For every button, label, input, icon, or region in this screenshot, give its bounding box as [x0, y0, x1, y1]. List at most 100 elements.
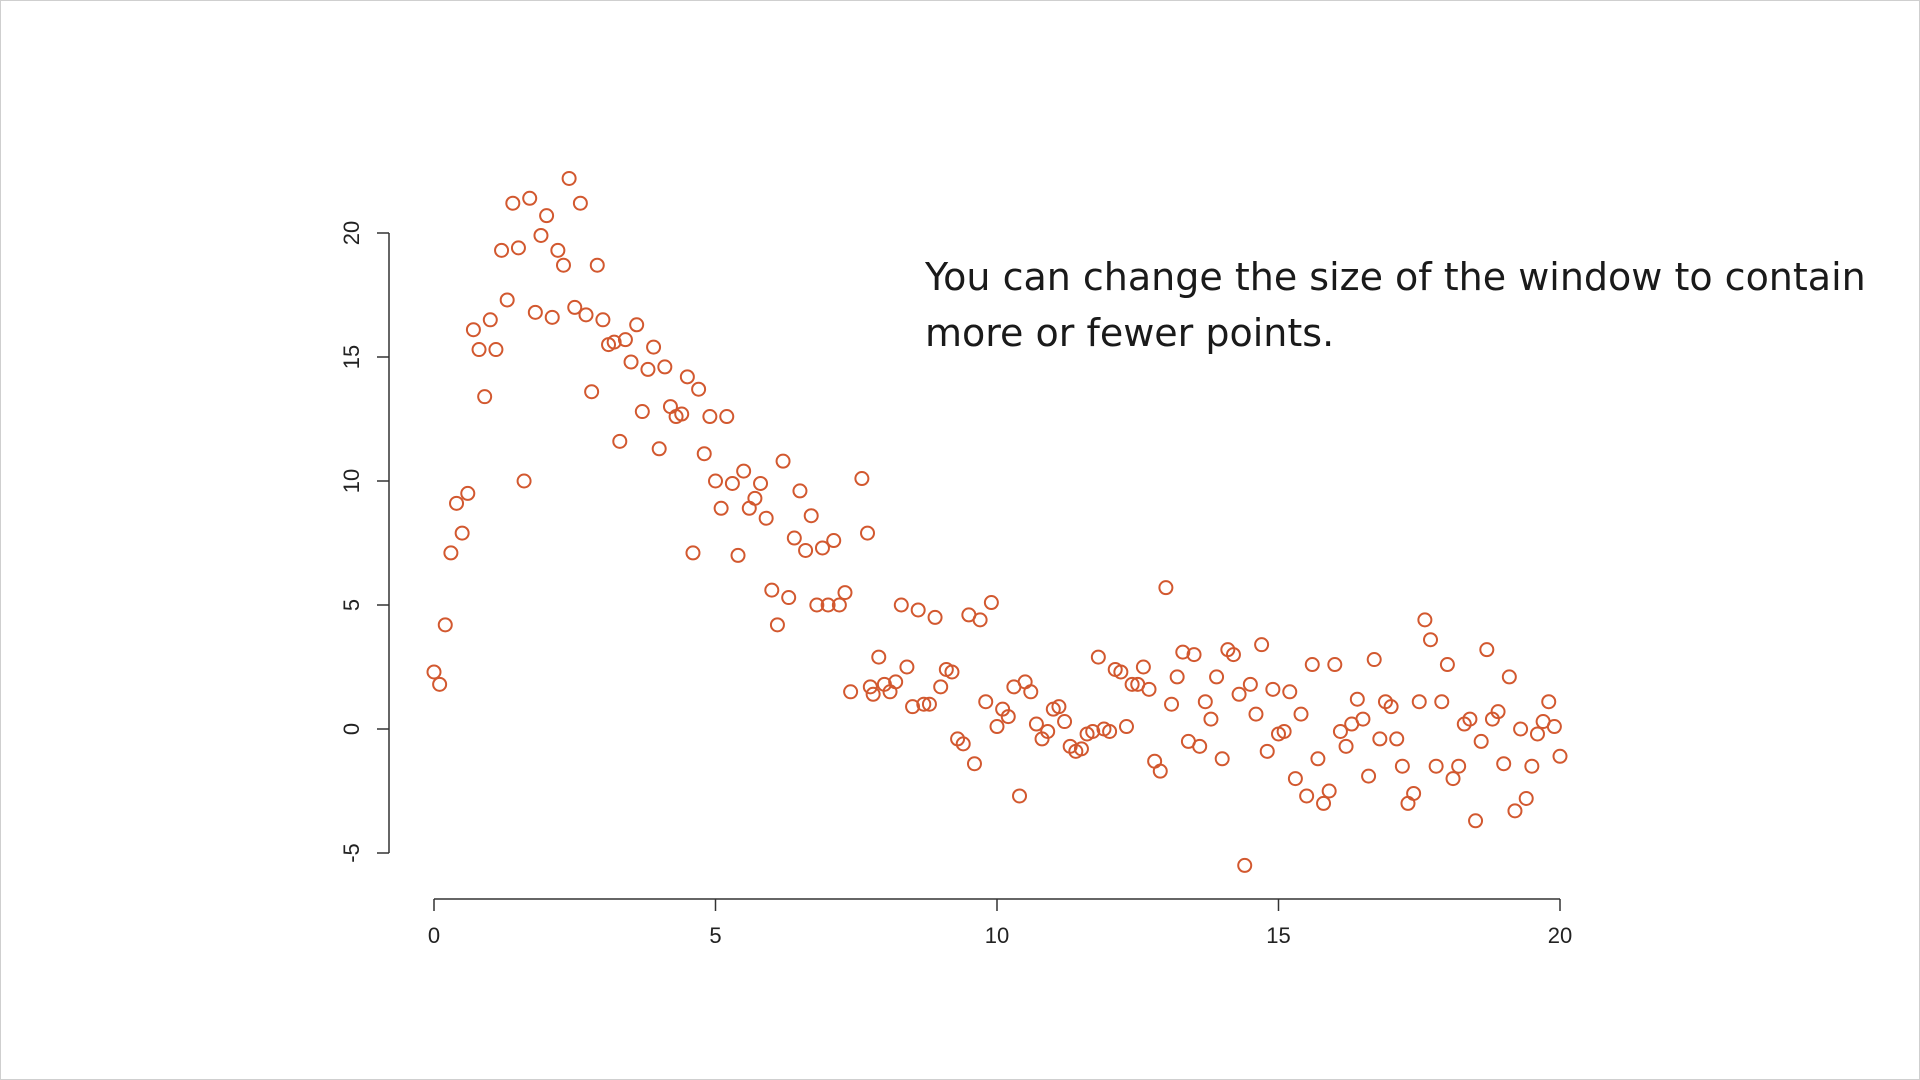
data-point: [910, 602, 926, 618]
data-point: [499, 292, 515, 308]
data-point: [1434, 694, 1450, 710]
data-point: [831, 597, 847, 613]
data-point: [905, 699, 921, 715]
data-point: [753, 475, 769, 491]
data-point: [1507, 803, 1523, 819]
data-point: [465, 322, 481, 338]
data-point: [527, 304, 543, 320]
data-point: [629, 317, 645, 333]
data-point: [1411, 694, 1427, 710]
data-point: [522, 190, 538, 206]
data-point: [1259, 743, 1275, 759]
data-point: [1451, 758, 1467, 774]
data-point: [1338, 738, 1354, 754]
data-point: [1197, 694, 1213, 710]
axes: 0 5 10 15 20 -5 0 5 10 15 20: [339, 221, 1572, 948]
y-tick-label: 15: [339, 345, 364, 369]
data-point: [567, 299, 583, 315]
data-point: [1287, 771, 1303, 787]
data-point: [860, 525, 876, 541]
data-point: [1501, 669, 1517, 685]
data-point: [1158, 580, 1174, 596]
data-point: [696, 446, 712, 462]
data-point: [544, 309, 560, 325]
data-point: [460, 485, 476, 501]
data-point: [1496, 756, 1512, 772]
data-point: [764, 582, 780, 598]
data-point: [769, 617, 785, 633]
data-point: [730, 547, 746, 563]
data-point: [539, 208, 555, 224]
data-points: [426, 170, 1568, 873]
data-point: [871, 649, 887, 665]
data-point: [944, 664, 960, 680]
data-point: [589, 257, 605, 273]
data-point: [1152, 763, 1168, 779]
data-point: [702, 409, 718, 425]
x-tick-label: 15: [1266, 923, 1290, 948]
data-point: [1141, 681, 1157, 697]
y-tick-label: 0: [339, 723, 364, 735]
data-point: [1209, 669, 1225, 685]
data-point: [1214, 751, 1230, 767]
data-point: [966, 756, 982, 772]
data-point: [786, 530, 802, 546]
data-point: [1000, 709, 1016, 725]
data-point: [640, 361, 656, 377]
data-point: [1248, 706, 1264, 722]
data-point: [1085, 723, 1101, 739]
data-point: [1057, 714, 1073, 730]
data-point: [955, 736, 971, 752]
data-point: [595, 312, 611, 328]
data-point: [1175, 644, 1191, 660]
data-point: [1090, 649, 1106, 665]
data-point: [1513, 721, 1529, 737]
data-point: [862, 679, 878, 695]
data-point: [533, 227, 549, 243]
data-point: [989, 719, 1005, 735]
data-point: [1186, 647, 1202, 663]
x-tick-label: 5: [709, 923, 721, 948]
data-point: [1316, 795, 1332, 811]
data-point: [1282, 684, 1298, 700]
data-point: [1468, 813, 1484, 829]
data-point: [606, 334, 622, 350]
data-point: [1372, 731, 1388, 747]
data-point: [1327, 657, 1343, 673]
data-point: [657, 359, 673, 375]
data-point: [1113, 664, 1129, 680]
data-point: [708, 473, 723, 489]
y-tick-label: -5: [339, 843, 364, 863]
data-point: [1541, 694, 1557, 710]
data-point: [893, 597, 909, 613]
data-point: [1361, 768, 1377, 784]
data-point: [1518, 790, 1534, 806]
data-point: [578, 307, 594, 323]
data-point: [1406, 785, 1422, 801]
data-point: [1299, 788, 1315, 804]
data-point: [983, 595, 999, 611]
data-point: [865, 686, 881, 702]
data-point: [972, 612, 988, 628]
data-point: [561, 170, 577, 186]
data-point: [741, 500, 757, 516]
data-point: [584, 384, 600, 400]
data-point: [1051, 699, 1067, 715]
data-point: [978, 694, 994, 710]
data-point: [826, 533, 842, 549]
data-point: [1164, 696, 1180, 712]
data-point: [736, 463, 752, 479]
data-point: [1192, 738, 1208, 754]
data-point: [1389, 731, 1405, 747]
data-point: [758, 510, 774, 526]
data-point: [1012, 788, 1028, 804]
data-point: [747, 490, 763, 506]
data-point: [454, 525, 470, 541]
data-point: [1479, 642, 1495, 658]
data-point: [1169, 669, 1185, 685]
data-point: [1394, 758, 1410, 774]
data-point: [1124, 676, 1140, 692]
x-tick-label: 20: [1548, 923, 1572, 948]
